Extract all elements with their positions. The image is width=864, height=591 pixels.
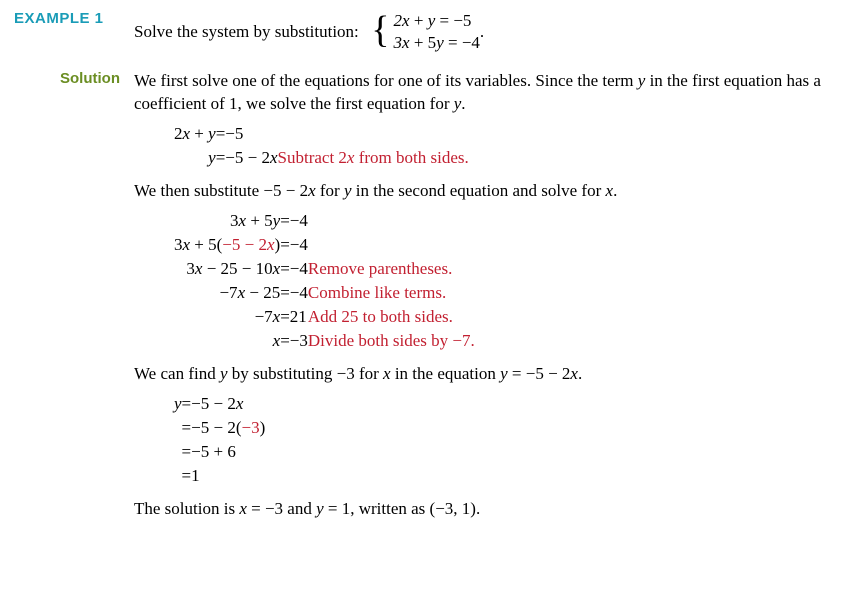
var-x: x bbox=[606, 181, 614, 200]
math-row: 3x + 5y = −4 bbox=[174, 209, 475, 233]
inline-eq: y = 1 bbox=[316, 499, 350, 518]
math-row: 3x − 25 − 10x = −4 Remove parentheses. bbox=[174, 257, 475, 281]
math-rhs: −4 bbox=[290, 209, 308, 233]
math-eq: = bbox=[216, 146, 226, 170]
text: and bbox=[283, 499, 316, 518]
math-row: y = −5 − 2x bbox=[174, 392, 265, 416]
text: The solution is bbox=[134, 499, 239, 518]
math-lhs bbox=[174, 440, 182, 464]
math-row: −7x − 25 = −4 Combine like terms. bbox=[174, 281, 475, 305]
math-row: x = −3 Divide both sides by −7. bbox=[174, 329, 475, 353]
math-lhs: 3x + 5y bbox=[174, 209, 280, 233]
math-eq: = bbox=[280, 329, 290, 353]
math-rhs: 21 bbox=[290, 305, 308, 329]
math-block-3: y = −5 − 2x = −5 − 2(−3) = −5 + 6 = bbox=[174, 392, 850, 488]
math-lhs: 3x − 25 − 10x bbox=[174, 257, 280, 281]
math-row: = −5 − 2(−3) bbox=[174, 416, 265, 440]
var-x: x bbox=[383, 364, 391, 383]
math-rhs: −4 bbox=[290, 233, 308, 257]
math-rhs: −5 − 2x bbox=[191, 392, 265, 416]
system-eq1: 2x + y = −5 bbox=[394, 10, 480, 32]
math-block-1: 2x + y = −5 y = −5 − 2x Subtract 2x from… bbox=[174, 122, 850, 170]
math-annotation: Remove parentheses. bbox=[308, 257, 475, 281]
math-table: 3x + 5y = −4 3x + 5(−5 − 2x) = −4 3x − 2… bbox=[174, 209, 475, 353]
math-row: 2x + y = −5 bbox=[174, 122, 469, 146]
math-eq: = bbox=[280, 209, 290, 233]
math-eq: = bbox=[182, 440, 192, 464]
text: in the second equation and solve for bbox=[352, 181, 606, 200]
math-eq: = bbox=[182, 392, 192, 416]
math-annotation bbox=[278, 122, 469, 146]
paragraph-1: We first solve one of the equations for … bbox=[134, 70, 850, 116]
text: , written as (−3, 1). bbox=[350, 499, 480, 518]
trailing-period: . bbox=[480, 22, 484, 42]
solution-section: Solution We first solve one of the equat… bbox=[14, 70, 850, 527]
example-label: EXAMPLE 1 bbox=[14, 10, 134, 27]
prompt-lead: Solve the system by substitution: bbox=[134, 22, 359, 42]
math-row: 3x + 5(−5 − 2x) = −4 bbox=[174, 233, 475, 257]
solution-body: We first solve one of the equations for … bbox=[134, 70, 850, 527]
math-lhs: y bbox=[174, 392, 182, 416]
text: . bbox=[578, 364, 582, 383]
paragraph-2: We then substitute −5 − 2x for y in the … bbox=[134, 180, 850, 203]
var-x: x bbox=[308, 181, 316, 200]
math-rhs: −4 bbox=[290, 281, 308, 305]
math-lhs bbox=[174, 416, 182, 440]
math-lhs bbox=[174, 464, 182, 488]
math-eq: = bbox=[280, 233, 290, 257]
math-lhs: −7x bbox=[174, 305, 280, 329]
math-lhs: −7x − 25 bbox=[174, 281, 280, 305]
text: for bbox=[316, 181, 344, 200]
text: in the equation bbox=[391, 364, 501, 383]
math-row: = −5 + 6 bbox=[174, 440, 265, 464]
math-annotation: Divide both sides by −7. bbox=[308, 329, 475, 353]
text: by substituting −3 for bbox=[228, 364, 384, 383]
math-row: y = −5 − 2x Subtract 2x from both sides. bbox=[174, 146, 469, 170]
math-eq: = bbox=[280, 305, 290, 329]
math-rhs: 1 bbox=[191, 464, 265, 488]
math-annotation: Subtract 2x from both sides. bbox=[278, 146, 469, 170]
paragraph-4: The solution is x = −3 and y = 1, writte… bbox=[134, 498, 850, 521]
math-lhs: 3x + 5(−5 − 2x) bbox=[174, 233, 280, 257]
math-block-2: 3x + 5y = −4 3x + 5(−5 − 2x) = −4 3x − 2… bbox=[174, 209, 850, 353]
math-table: 2x + y = −5 y = −5 − 2x Subtract 2x from… bbox=[174, 122, 469, 170]
system-of-equations: 2x + y = −5 3x + 5y = −4 bbox=[394, 10, 480, 54]
var-y: y bbox=[220, 364, 228, 383]
text: We then substitute −5 − 2 bbox=[134, 181, 308, 200]
math-annotation bbox=[308, 233, 475, 257]
text: We first solve one of the equations for … bbox=[134, 71, 638, 90]
math-eq: = bbox=[280, 281, 290, 305]
math-rhs: −5 bbox=[225, 122, 277, 146]
math-lhs: y bbox=[174, 146, 216, 170]
math-row: = 1 bbox=[174, 464, 265, 488]
inline-eq: y = −5 − 2x bbox=[500, 364, 578, 383]
math-rhs: −3 bbox=[290, 329, 308, 353]
math-eq: = bbox=[280, 257, 290, 281]
system-eq2: 3x + 5y = −4 bbox=[394, 32, 480, 54]
math-rhs: −5 + 6 bbox=[191, 440, 265, 464]
text: We can find bbox=[134, 364, 220, 383]
text: . bbox=[461, 94, 465, 113]
math-table: y = −5 − 2x = −5 − 2(−3) = −5 + 6 = bbox=[174, 392, 265, 488]
inline-eq: x = −3 bbox=[239, 499, 283, 518]
solution-label: Solution bbox=[14, 70, 134, 87]
math-rhs: −4 bbox=[290, 257, 308, 281]
math-annotation: Combine like terms. bbox=[308, 281, 475, 305]
math-lhs: x bbox=[174, 329, 280, 353]
math-annotation bbox=[308, 209, 475, 233]
math-rhs: −5 − 2x bbox=[225, 146, 277, 170]
math-annotation: Add 25 to both sides. bbox=[308, 305, 475, 329]
math-row: −7x = 21 Add 25 to both sides. bbox=[174, 305, 475, 329]
math-eq: = bbox=[182, 464, 192, 488]
math-eq: = bbox=[182, 416, 192, 440]
math-rhs: −5 − 2(−3) bbox=[191, 416, 265, 440]
example-prompt: Solve the system by substitution: { 2x +… bbox=[134, 10, 484, 54]
math-lhs: 2x + y bbox=[174, 122, 216, 146]
example-header: EXAMPLE 1 Solve the system by substituti… bbox=[14, 10, 850, 54]
var-y: y bbox=[344, 181, 352, 200]
paragraph-3: We can find y by substituting −3 for x i… bbox=[134, 363, 850, 386]
math-eq: = bbox=[216, 122, 226, 146]
text: . bbox=[613, 181, 617, 200]
left-brace-icon: { bbox=[371, 11, 389, 49]
